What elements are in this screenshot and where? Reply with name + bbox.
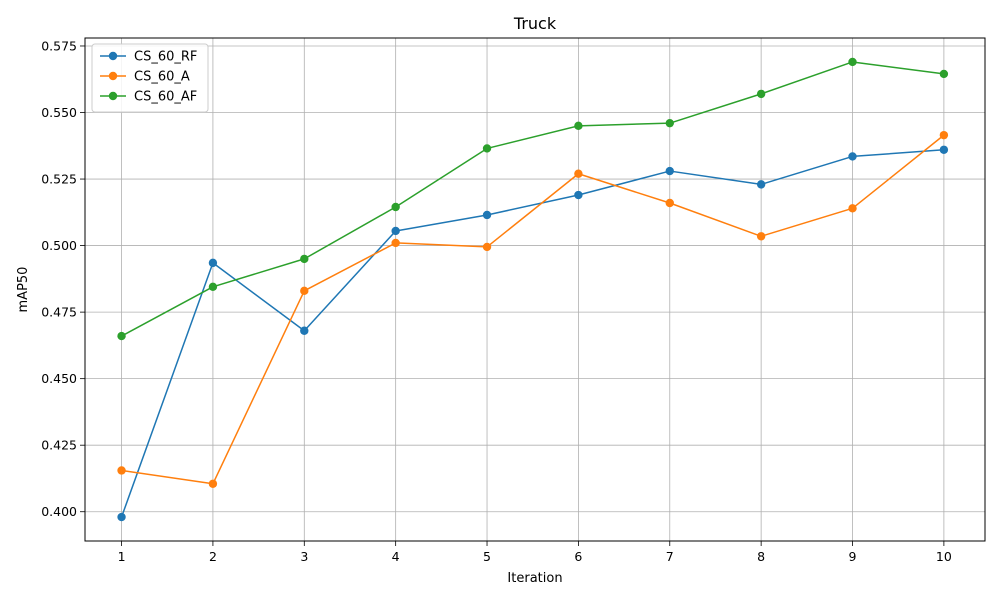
y-tick-label: 0.550 <box>41 105 77 120</box>
series-line <box>120 149 944 518</box>
data-point <box>756 232 766 241</box>
data-point <box>939 69 949 79</box>
x-tick-label: 5 <box>483 549 491 564</box>
data-point <box>391 226 400 236</box>
y-tick-label: 0.575 <box>41 38 77 53</box>
data-point <box>665 198 674 208</box>
legend-label: CS_60_AF <box>134 90 197 105</box>
grid <box>85 38 985 541</box>
y-tick-label: 0.425 <box>41 438 77 453</box>
data-point <box>208 479 218 488</box>
legend-item: CS_60_RF <box>100 50 197 65</box>
legend-marker <box>108 51 118 61</box>
legend-marker <box>108 91 118 101</box>
data-point <box>117 512 126 522</box>
data-point <box>482 242 492 252</box>
y-tick-label: 0.500 <box>41 238 77 253</box>
legend-item: CS_60_AF <box>100 90 197 105</box>
x-axis-label: Iteration <box>507 571 562 586</box>
x-tick-label: 9 <box>849 549 857 564</box>
data-point <box>300 286 309 296</box>
series-cs-60-rf <box>117 145 949 522</box>
x-tick-label: 7 <box>666 549 674 564</box>
x-tick-label: 6 <box>574 549 582 564</box>
data-point <box>939 130 949 140</box>
legend-label: CS_60_A <box>134 70 190 85</box>
x-tick-label: 4 <box>392 549 400 564</box>
data-point <box>391 238 400 248</box>
data-point <box>665 118 674 128</box>
data-point <box>300 326 309 335</box>
series-cs-60-a <box>117 130 949 488</box>
data-point <box>939 145 949 154</box>
series-group <box>117 57 949 522</box>
data-point <box>574 121 583 131</box>
legend-box <box>91 43 209 113</box>
data-point <box>208 282 218 292</box>
x-tick-label: 2 <box>209 549 217 564</box>
data-point <box>117 466 126 475</box>
x-tick-label: 10 <box>936 549 952 564</box>
data-point <box>848 57 857 67</box>
data-point <box>574 190 583 200</box>
data-point <box>848 152 857 161</box>
legend-item: CS_60_A <box>100 70 190 85</box>
data-point <box>665 166 674 176</box>
series-line <box>121 61 944 337</box>
data-point <box>300 254 309 264</box>
legend-label: CS_60_RF <box>134 50 197 65</box>
data-point <box>756 180 766 189</box>
axis-ticks: 1 2 3 4 5 6 7 8 9 10 0.400 0.425 0.450 0.475 0.500 0.52… <box>41 38 952 564</box>
data-point <box>848 204 857 213</box>
x-tick-label: 3 <box>300 549 308 564</box>
y-axis-label: mAP50 <box>16 267 31 313</box>
data-point <box>117 331 126 341</box>
data-point <box>482 144 492 153</box>
x-tick-label: 8 <box>757 549 765 564</box>
data-point <box>574 169 583 178</box>
y-tick-label: 0.525 <box>41 172 77 187</box>
y-tick-label: 0.475 <box>41 305 77 320</box>
legend-marker <box>108 71 118 81</box>
chart-title: Truck <box>513 14 557 33</box>
plot-frame <box>84 37 986 542</box>
series-line <box>121 134 945 485</box>
legend: CS_60_RF CS_60_A CS_60_AF <box>91 43 209 113</box>
y-tick-label: 0.400 <box>41 504 77 519</box>
y-tick-label: 0.450 <box>41 371 77 386</box>
series-cs-60-af <box>117 57 949 341</box>
data-point <box>391 202 400 212</box>
data-point <box>482 210 492 220</box>
data-point <box>208 258 218 268</box>
data-point <box>756 89 766 99</box>
x-tick-label: 1 <box>118 549 126 564</box>
